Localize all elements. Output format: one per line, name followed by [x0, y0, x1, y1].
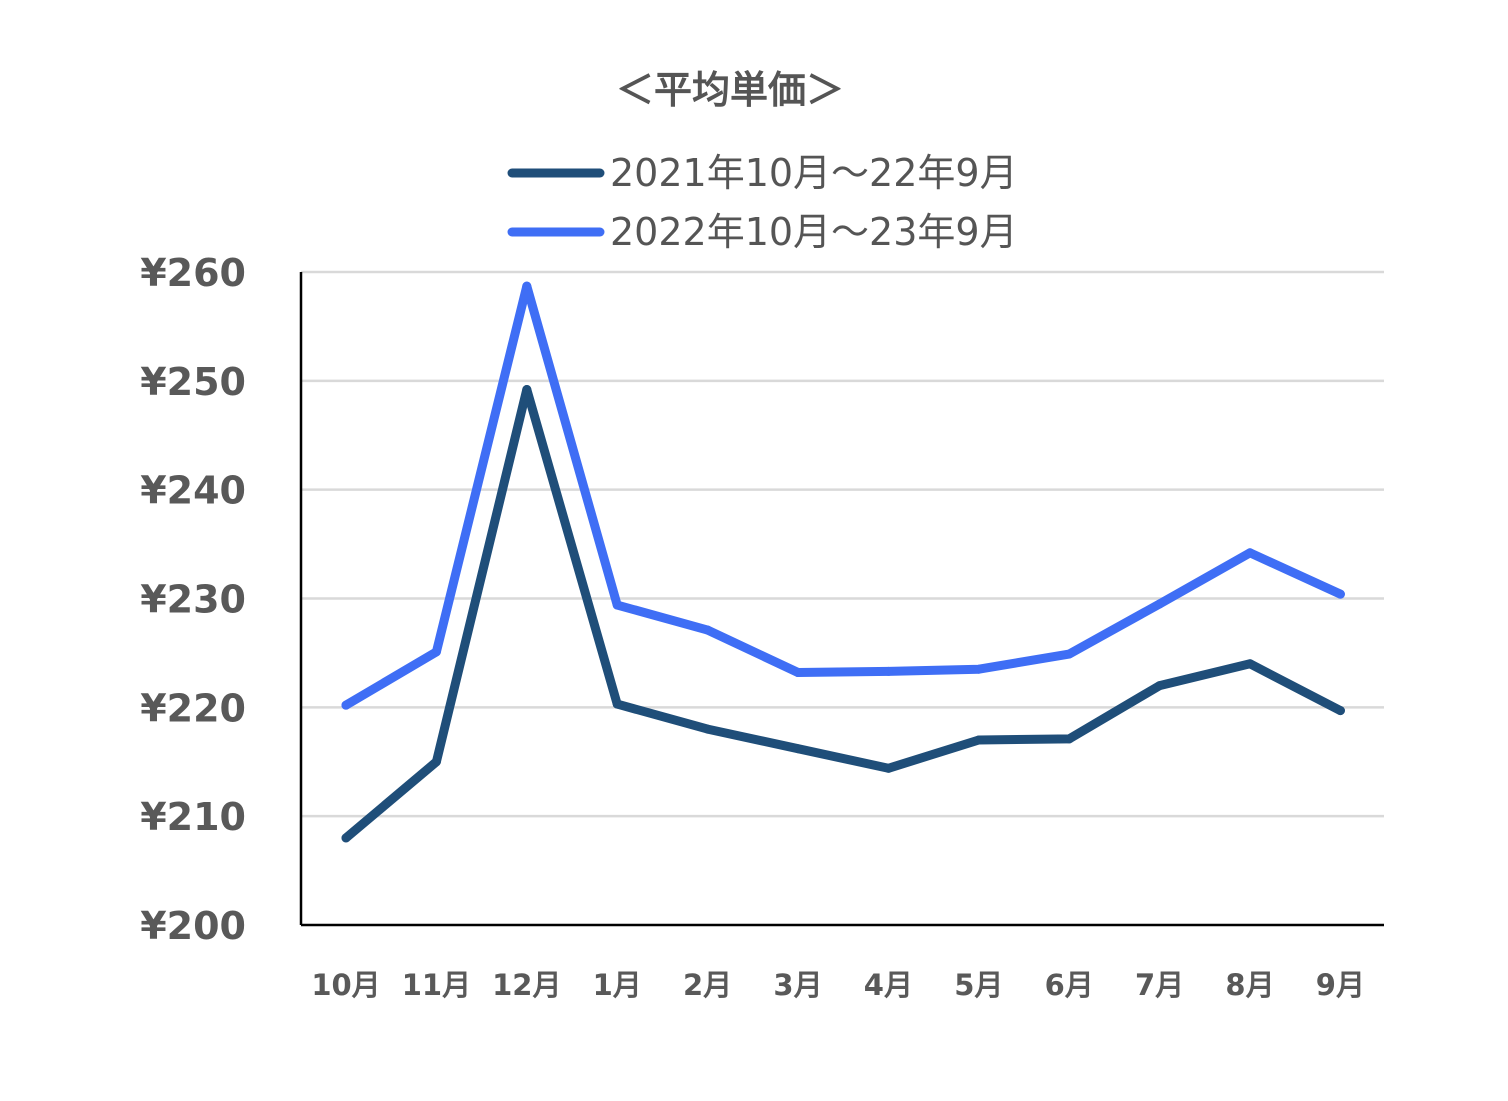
x-tick-label: 7月 [1135, 968, 1184, 1002]
x-tick-label: 2月 [683, 968, 732, 1002]
x-tick-label: 8月 [1225, 968, 1274, 1002]
y-tick-label: ¥230 [140, 578, 246, 622]
y-tick-label: ¥250 [140, 360, 246, 404]
data-point-series-1 [1155, 681, 1165, 691]
axes [299, 272, 1384, 927]
x-tick-label: 11月 [402, 968, 471, 1002]
legend-label-series-2: 2022年10月～23年9月 [610, 210, 1018, 254]
x-tick-label: 6月 [1045, 968, 1094, 1002]
data-point-series-1 [793, 744, 803, 754]
data-point-series-2 [974, 664, 984, 674]
legend: 2021年10月～22年9月 2022年10月～23年9月 [507, 151, 1018, 254]
x-tick-label: 12月 [492, 968, 561, 1002]
data-point-series-2 [793, 668, 803, 678]
x-tick-label: 10月 [311, 968, 380, 1002]
data-point-series-2 [522, 281, 532, 291]
x-tick-label: 9月 [1316, 968, 1365, 1002]
data-point-series-2 [883, 666, 893, 676]
series-lines [341, 281, 1345, 843]
series-line-1 [341, 385, 1345, 843]
data-point-series-1 [1064, 734, 1074, 744]
y-tick-label: ¥220 [140, 686, 246, 730]
data-point-series-1 [431, 757, 441, 767]
data-point-series-1 [1245, 659, 1255, 669]
data-point-series-2 [341, 700, 351, 710]
data-point-series-2 [1335, 589, 1345, 599]
x-tick-label: 3月 [773, 968, 822, 1002]
y-tick-label: ¥260 [140, 251, 246, 295]
data-point-series-2 [1245, 548, 1255, 558]
data-point-series-2 [1064, 649, 1074, 659]
data-point-series-2 [612, 600, 622, 610]
data-point-series-2 [431, 647, 441, 657]
x-tick-label: 1月 [593, 968, 642, 1002]
data-point-series-1 [703, 724, 713, 734]
y-tick-label: ¥210 [140, 795, 246, 839]
data-point-series-1 [974, 735, 984, 745]
x-tick-label: 4月 [864, 968, 913, 1002]
x-tick-labels: 10月 11月 12月 1月 2月 3月 4月 5月 6月 7月 8月 9月 [311, 968, 1365, 1002]
gridlines [301, 270, 1384, 818]
legend-label-series-1: 2021年10月～22年9月 [610, 151, 1018, 195]
data-point-series-1 [612, 699, 622, 709]
data-point-series-1 [883, 763, 893, 773]
chart-title: ＜平均単価＞ [616, 68, 844, 112]
x-tick-label: 5月 [954, 968, 1003, 1002]
y-tick-labels: ¥200 ¥210 ¥220 ¥230 ¥240 ¥250 ¥260 [140, 251, 246, 948]
data-point-series-2 [703, 625, 713, 635]
series-line-2 [341, 281, 1345, 710]
data-point-series-1 [341, 833, 351, 843]
y-tick-label: ¥200 [140, 904, 246, 948]
data-point-series-1 [522, 385, 532, 395]
y-tick-label: ¥240 [140, 469, 246, 513]
data-point-series-1 [1335, 706, 1345, 716]
data-point-series-2 [1155, 599, 1165, 609]
